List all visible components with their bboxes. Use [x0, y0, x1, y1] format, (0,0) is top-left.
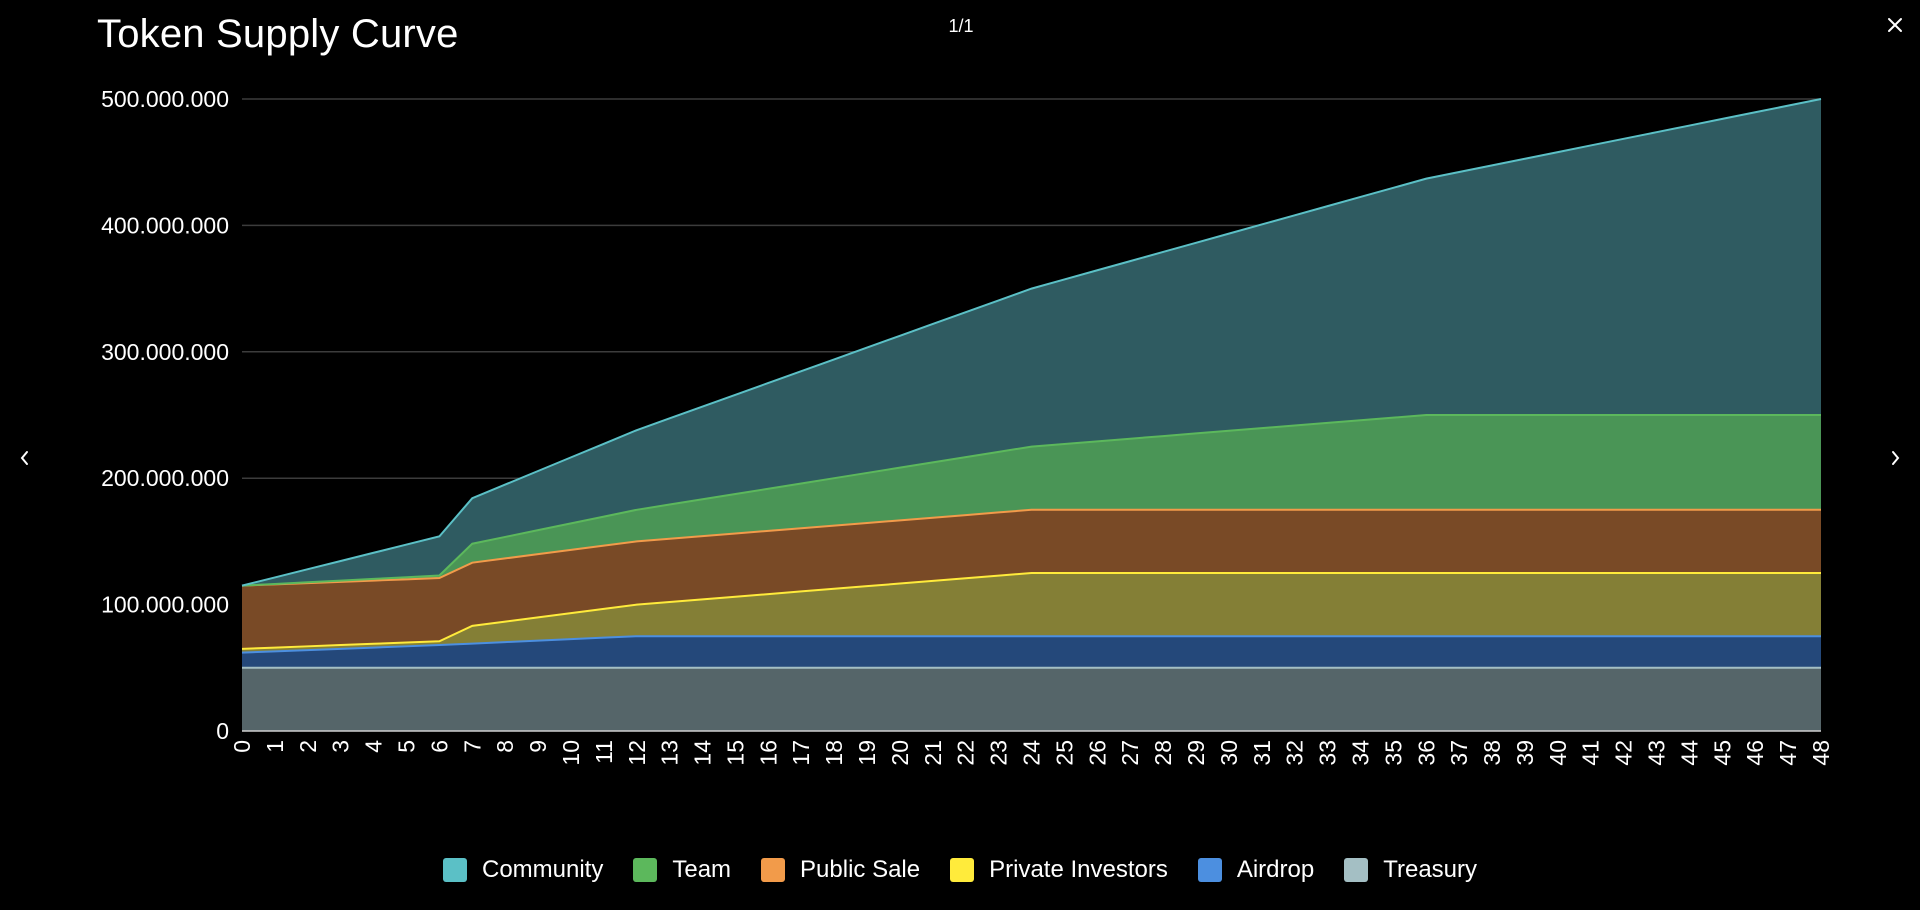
legend-swatch — [442, 858, 467, 882]
legend-label: Private Investors — [989, 856, 1168, 883]
close-button[interactable] — [1880, 10, 1910, 40]
x-tick-label: 23 — [986, 740, 1012, 766]
y-tick-label: 100.000.000 — [101, 592, 229, 618]
legend-swatch — [1197, 858, 1222, 882]
y-tick-label: 0 — [216, 718, 229, 744]
x-tick-label: 7 — [459, 740, 485, 753]
line-community — [241, 98, 1822, 587]
area-airdrop — [242, 636, 1821, 668]
legend-swatch — [761, 858, 786, 882]
x-tick-label: 29 — [1183, 740, 1209, 766]
y-tick-label: 400.000.000 — [101, 212, 229, 238]
chart-title: Token Supply Curve — [97, 12, 459, 56]
legend-item-treasury[interactable]: Treasury — [1344, 856, 1477, 884]
x-tick-label: 33 — [1315, 740, 1341, 766]
legend-item-community[interactable]: Community — [442, 856, 604, 884]
x-tick-label: 6 — [426, 740, 452, 753]
area-chart: 0 100.000.000 200.000.000 300.000.000 400.00… — [101, 86, 1834, 766]
line-airdrop — [241, 635, 1821, 654]
x-tick-label: 17 — [788, 740, 814, 766]
x-tick-label: 38 — [1479, 740, 1505, 766]
y-axis: 0 100.000.000 200.000.000 300.000.000 400.00… — [101, 86, 229, 744]
x-tick-label: 19 — [854, 740, 880, 766]
area-private-investors — [242, 573, 1821, 653]
page-counter: 1/1 — [948, 16, 974, 36]
x-tick-label: 1 — [262, 740, 288, 753]
area-team — [242, 415, 1821, 586]
x-tick-label: 18 — [821, 740, 847, 766]
x-tick-label: 45 — [1709, 740, 1735, 766]
legend-label: Community — [481, 856, 604, 883]
legend: Community Team Public Sale Private Investor… — [0, 856, 1920, 884]
legend-label: Team — [672, 856, 732, 883]
y-tick-label: 200.000.000 — [101, 465, 229, 491]
x-tick-label: 39 — [1512, 740, 1538, 766]
close-icon — [1888, 18, 1902, 32]
legend-label: Airdrop — [1236, 856, 1315, 883]
x-tick-label: 32 — [1282, 740, 1308, 766]
previous-button[interactable] — [10, 443, 40, 473]
x-tick-label: 35 — [1380, 740, 1406, 766]
x-tick-label: 11 — [591, 740, 617, 764]
legend-label: Public Sale — [800, 856, 921, 883]
x-tick-label: 31 — [1249, 740, 1275, 766]
x-tick-label: 22 — [953, 740, 979, 766]
x-tick-label: 37 — [1446, 740, 1472, 766]
x-tick-label: 47 — [1775, 740, 1801, 766]
x-tick-label: 46 — [1742, 740, 1768, 766]
x-tick-label: 16 — [755, 740, 781, 766]
legend-item-public-sale[interactable]: Public Sale — [761, 856, 920, 884]
area-treasury — [242, 667, 1821, 731]
y-tick-label: 300.000.000 — [101, 339, 229, 365]
x-tick-label: 48 — [1808, 740, 1834, 766]
x-tick-label: 2 — [295, 740, 321, 753]
x-tick-label: 13 — [657, 740, 683, 766]
x-tick-label: 30 — [1216, 740, 1242, 766]
legend-swatch — [633, 858, 658, 882]
x-tick-label: 9 — [525, 740, 551, 753]
x-tick-label: 43 — [1644, 740, 1670, 766]
x-tick-label: 42 — [1611, 740, 1637, 766]
line-team — [241, 414, 1821, 587]
x-tick-label: 10 — [558, 740, 584, 766]
x-tick-label: 28 — [1150, 740, 1176, 766]
x-tick-label: 34 — [1347, 740, 1373, 766]
x-axis: 0 1 2 3 4 5 6 7 8 9 10 11 12 13 14 15 16 17 18 19 20 21 22 23 24… — [229, 740, 1834, 766]
x-tick-label: 8 — [492, 740, 518, 753]
x-tick-label: 3 — [328, 740, 354, 753]
legend-swatch — [1344, 858, 1369, 882]
x-tick-label: 24 — [1019, 740, 1045, 766]
x-tick-label: 12 — [624, 740, 650, 766]
chevron-left-icon — [20, 451, 28, 465]
x-tick-label: 26 — [1084, 740, 1110, 766]
legend-label: Treasury — [1383, 856, 1478, 883]
x-tick-label: 15 — [722, 740, 748, 766]
area-community — [242, 99, 1821, 586]
x-tick-label: 14 — [690, 740, 716, 766]
legend-item-airdrop[interactable]: Airdrop — [1197, 856, 1315, 884]
legend-swatch — [950, 858, 975, 882]
x-tick-label: 4 — [361, 740, 387, 753]
x-tick-label: 27 — [1117, 740, 1143, 766]
legend-item-team[interactable]: Team — [633, 856, 731, 884]
area-series — [241, 98, 1822, 732]
next-button[interactable] — [1880, 443, 1910, 473]
line-private-investors — [241, 572, 1821, 650]
x-tick-label: 0 — [229, 740, 255, 753]
x-tick-label: 25 — [1051, 740, 1077, 766]
legend-item-private-investors[interactable]: Private Investors — [950, 856, 1168, 884]
x-tick-label: 21 — [920, 740, 946, 766]
x-tick-label: 20 — [887, 740, 913, 766]
line-public-sale — [241, 508, 1821, 587]
chevron-right-icon — [1892, 451, 1900, 465]
x-tick-label: 36 — [1413, 740, 1439, 766]
y-tick-label: 500.000.000 — [101, 86, 229, 112]
area-public-sale — [242, 509, 1821, 649]
x-tick-label: 40 — [1545, 740, 1571, 766]
x-tick-label: 41 — [1578, 740, 1604, 766]
x-tick-label: 44 — [1676, 740, 1702, 766]
x-tick-label: 5 — [393, 740, 419, 753]
